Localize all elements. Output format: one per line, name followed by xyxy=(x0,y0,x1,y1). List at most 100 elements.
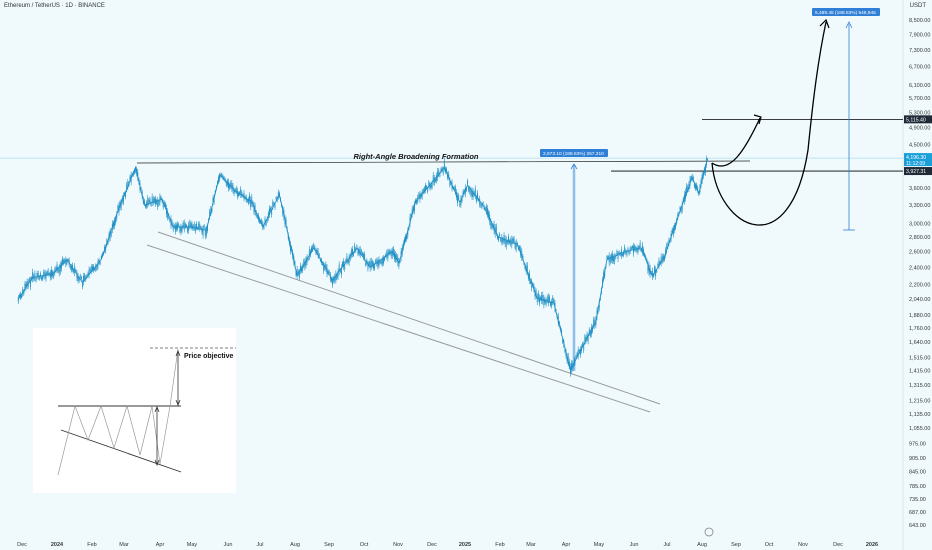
candle-body xyxy=(640,249,642,252)
y-tick-label: 643.00 xyxy=(909,523,926,529)
candle-body xyxy=(487,208,488,215)
candle-body xyxy=(479,198,481,205)
candle-body xyxy=(275,197,277,200)
candle-body xyxy=(223,177,225,180)
price-series-line[interactable] xyxy=(17,157,709,372)
candle-body xyxy=(498,237,499,241)
candle-body xyxy=(477,192,478,199)
candle-body xyxy=(623,252,625,256)
candle-body xyxy=(18,294,20,298)
candle-body xyxy=(307,257,309,261)
candle-body xyxy=(385,254,387,257)
candle-body xyxy=(150,202,152,206)
candle-body xyxy=(152,198,154,204)
candle-body xyxy=(84,274,86,280)
candle-body xyxy=(573,362,575,368)
candle-body xyxy=(270,207,272,211)
candle-body xyxy=(429,183,431,189)
inset-panel xyxy=(33,328,236,493)
candle-body xyxy=(480,203,482,207)
candle-body xyxy=(553,299,555,303)
candle-body xyxy=(411,208,413,215)
candle-body xyxy=(272,202,274,208)
candle-body xyxy=(593,319,595,326)
x-tick-label: Apr xyxy=(156,542,165,548)
candle-body xyxy=(203,225,205,229)
candle-body xyxy=(336,274,338,279)
candle-body xyxy=(290,244,291,252)
candle-body xyxy=(82,282,83,287)
candle-body xyxy=(205,228,207,235)
y-tick-label: 1,135.00 xyxy=(909,412,930,418)
candle-body xyxy=(433,177,435,184)
candle-body xyxy=(344,263,346,270)
x-tick-label: Oct xyxy=(360,542,369,548)
candle-body xyxy=(225,181,227,186)
projection-path-short[interactable] xyxy=(711,117,761,167)
candle-body xyxy=(243,192,245,199)
candle-body xyxy=(249,195,250,202)
candle-body xyxy=(334,276,336,282)
y-tick-label: 1,415.00 xyxy=(909,369,930,375)
candle-body xyxy=(527,274,529,279)
candle-body xyxy=(627,248,629,252)
projection-path-long[interactable] xyxy=(711,21,827,226)
candle-body xyxy=(69,266,71,269)
candle-body xyxy=(364,253,366,259)
candle-body xyxy=(508,236,509,243)
candle-body xyxy=(94,268,96,271)
candle-body xyxy=(342,262,343,266)
candle-body xyxy=(431,182,433,188)
candle-body xyxy=(656,270,658,273)
formation-resistance-line[interactable] xyxy=(136,160,751,164)
candle-body xyxy=(199,223,201,230)
candle-body xyxy=(481,204,483,208)
candle-body xyxy=(295,271,297,275)
y-tick-label: 785.00 xyxy=(909,484,926,490)
candle-body xyxy=(485,206,487,212)
candle-body xyxy=(406,235,408,240)
channel-line-lower[interactable] xyxy=(146,244,651,413)
y-tick-label: 1,640.00 xyxy=(909,340,930,346)
channel-line-upper[interactable] xyxy=(157,231,661,405)
candle-body xyxy=(472,190,474,198)
candle-body xyxy=(512,238,514,243)
candle-body xyxy=(428,182,430,187)
candle-body xyxy=(211,208,213,212)
candle-body xyxy=(88,269,90,276)
candle-body xyxy=(586,333,588,339)
candle-body xyxy=(404,238,405,244)
candle-body xyxy=(204,229,206,237)
measure-badge-2 xyxy=(812,8,880,16)
candle-body xyxy=(318,254,320,257)
candle-body xyxy=(347,260,349,263)
candle-body xyxy=(443,161,445,168)
candle-body xyxy=(120,201,122,208)
candle-body xyxy=(639,242,641,249)
candle-body xyxy=(188,224,190,231)
candle-body xyxy=(116,213,118,219)
candle-body xyxy=(438,170,440,175)
candle-body xyxy=(332,279,333,286)
candle-body xyxy=(56,264,58,271)
candle-body xyxy=(643,249,644,255)
candle-body xyxy=(608,255,610,263)
candle-body xyxy=(314,246,316,250)
measure-badge-1 xyxy=(540,149,608,157)
x-tick-label: 2025 xyxy=(459,542,471,548)
candle-body xyxy=(471,190,473,197)
candle-body xyxy=(657,264,659,268)
candle-body xyxy=(630,247,632,250)
candle-body xyxy=(126,184,128,190)
candle-body xyxy=(390,251,392,257)
candle-body xyxy=(647,264,649,271)
candle-body xyxy=(231,182,233,189)
candle-body xyxy=(62,258,63,264)
candle-body xyxy=(624,247,626,253)
candle-body xyxy=(78,278,80,282)
level-price-badge xyxy=(904,115,932,124)
candle-body xyxy=(219,175,221,180)
candle-body xyxy=(274,204,276,209)
candle-body xyxy=(360,250,362,254)
